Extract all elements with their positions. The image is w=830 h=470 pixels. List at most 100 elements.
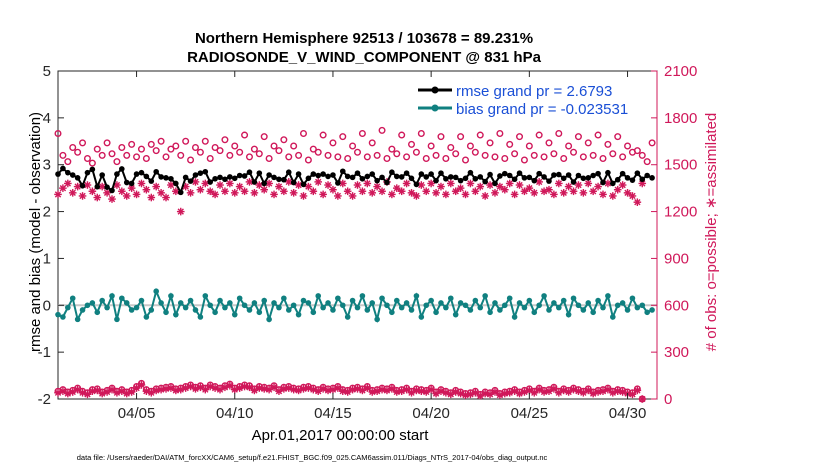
asterisk-stroke <box>177 208 184 215</box>
rmse-point <box>428 171 434 177</box>
bias-point <box>60 314 66 320</box>
asterisk-stroke <box>256 181 263 189</box>
asterisk-stroke <box>418 181 425 189</box>
asterisk-stroke <box>246 178 253 186</box>
asterisk-stroke <box>344 188 351 195</box>
obs-possible-point <box>432 151 440 159</box>
rmse-point <box>285 169 292 176</box>
obs-possible-point <box>457 133 465 141</box>
rmse-point <box>546 178 552 184</box>
obs-assimilated-point <box>240 187 249 196</box>
obs-possible-point <box>550 150 558 158</box>
obs-possible-point <box>363 153 371 161</box>
bias-point <box>212 309 218 316</box>
rmse-point <box>163 175 169 181</box>
obs-assimilated-point <box>147 193 156 202</box>
bias-point <box>418 314 425 320</box>
obs-possible-point <box>525 142 533 150</box>
rmse-point <box>438 170 444 176</box>
obs-assimilated-point <box>216 181 224 189</box>
obs-assimilated-point <box>162 385 170 393</box>
asterisk-stroke <box>535 386 543 393</box>
asterisk-stroke <box>349 192 356 200</box>
asterisk-stroke <box>265 180 273 187</box>
asterisk-stroke <box>634 387 641 394</box>
bias-point <box>624 307 631 313</box>
bias-point <box>379 295 385 302</box>
obs-possible-point <box>54 129 62 137</box>
y-right-tick-label: 1800 <box>664 110 697 127</box>
y-tick-label: -2 <box>38 391 51 408</box>
obs-assimilated-point <box>235 182 244 191</box>
bias-point <box>541 293 547 299</box>
obs-assimilated-point <box>108 195 116 203</box>
bias-point <box>408 307 415 313</box>
y-tick-label: 2 <box>43 204 51 221</box>
obs-assimilated-point <box>368 388 377 396</box>
obs-assimilated-point <box>638 395 647 403</box>
axis-ticks: 04/05 04/10 04/15 04/20 04/25 04/30 -2 -1 0 1 2 3 4 5… <box>38 63 698 422</box>
asterisk-stroke <box>157 189 165 197</box>
obs-assimilated-point <box>54 388 62 397</box>
obs-possible-point <box>182 137 190 145</box>
obs-possible-point <box>162 153 170 161</box>
asterisk-stroke <box>477 183 484 190</box>
obs-possible-point <box>643 158 651 166</box>
asterisk-stroke <box>526 184 533 192</box>
obs-assimilated-point <box>555 179 563 188</box>
obs-possible-point <box>142 154 150 162</box>
obs-possible-point <box>442 154 450 162</box>
bias-point <box>516 300 523 306</box>
y-axis-label: rmse and bias (model - observation) <box>27 112 44 352</box>
asterisk-stroke <box>388 385 396 393</box>
asterisk-stroke <box>241 188 248 195</box>
bias-point <box>94 309 101 316</box>
obs-possible-point <box>196 148 204 156</box>
rmse-point <box>168 175 174 182</box>
obs-assimilated-point <box>525 184 534 192</box>
rmse-point <box>119 166 125 172</box>
obs-assimilated-point <box>221 187 229 196</box>
rmse-point <box>236 172 243 179</box>
obs-assimilated-point <box>299 385 308 393</box>
rmse-point <box>310 171 317 177</box>
obs-possible-point <box>270 142 278 150</box>
bias-point <box>605 293 611 299</box>
obs-assimilated-point <box>152 386 160 395</box>
bias-point <box>330 307 336 313</box>
obs-assimilated-point <box>338 387 347 395</box>
asterisk-stroke <box>290 386 297 393</box>
obs-assimilated-point <box>633 198 642 206</box>
asterisk-stroke <box>359 188 366 195</box>
bias-point <box>639 302 646 309</box>
asterisk-stroke <box>565 183 572 190</box>
obs-possible-point <box>265 154 273 162</box>
asterisk-stroke <box>143 186 150 193</box>
legend: rmse grand pr = 2.6793 bias grand pr = -… <box>412 80 640 118</box>
rmse-point <box>339 168 346 175</box>
y-tick-label: 3 <box>43 157 51 174</box>
y-tick-label: -1 <box>38 344 51 361</box>
rmse-point <box>639 176 646 183</box>
obs-assimilated-point <box>604 385 612 394</box>
asterisk-stroke <box>69 189 76 197</box>
bias-point <box>69 295 76 302</box>
obs-possible-point <box>349 142 357 150</box>
obs-assimilated-point <box>324 386 332 395</box>
asterisk-stroke <box>501 390 508 397</box>
bias-point <box>531 309 538 316</box>
rmse-point <box>114 171 120 177</box>
y-right-tick-label: 0 <box>664 391 672 408</box>
obs-assimilated-point <box>623 189 632 197</box>
obs-possible-point <box>354 148 362 156</box>
obs-assimilated-point <box>564 182 573 191</box>
obs-assimilated-point <box>289 189 298 197</box>
bias-point <box>536 302 542 309</box>
asterisk-stroke <box>594 183 602 190</box>
bias-point <box>84 302 91 309</box>
asterisk-stroke <box>481 192 489 200</box>
bias-point <box>143 314 150 320</box>
obs-possible-point <box>579 153 587 161</box>
rmse-point <box>565 172 572 178</box>
